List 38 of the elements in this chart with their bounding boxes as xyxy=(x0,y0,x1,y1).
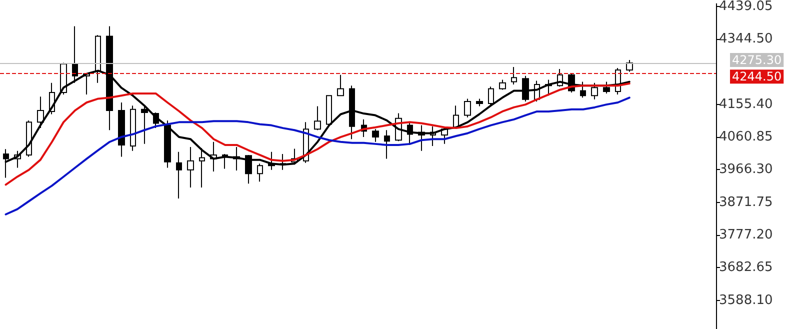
candlestick xyxy=(26,120,32,158)
candlestick xyxy=(522,75,529,102)
candlestick xyxy=(314,106,321,131)
candlestick xyxy=(418,124,425,152)
candlestick xyxy=(176,151,182,199)
candlestick xyxy=(141,105,148,144)
candlestick xyxy=(591,82,598,100)
candlestick xyxy=(488,86,494,106)
y-tick-label: 3871.75 xyxy=(719,194,773,210)
y-tick-label: 3966.30 xyxy=(719,162,773,178)
y-tick-label: 4344.50 xyxy=(719,32,773,47)
candlestick xyxy=(499,79,506,90)
ref-line-label: 4275.30 xyxy=(732,53,782,68)
candlestick xyxy=(384,130,390,160)
candlestick xyxy=(130,105,136,152)
y-tick-label: 4060.85 xyxy=(719,130,773,145)
y-tick-label: 3588.10 xyxy=(719,292,773,308)
candlestick xyxy=(476,98,483,107)
candlestick xyxy=(580,81,586,98)
y-tick-label: 4439.05 xyxy=(719,0,773,14)
candlestick xyxy=(337,74,344,96)
candlestick xyxy=(372,128,379,142)
candlestick xyxy=(187,146,194,188)
candlestick xyxy=(511,66,517,86)
candlestick xyxy=(349,85,355,140)
ref-line-label: 4244.50 xyxy=(732,70,782,84)
y-tick-label: 3682.65 xyxy=(719,260,773,276)
candlestick xyxy=(603,81,610,94)
candlestick xyxy=(257,163,263,182)
candlestick xyxy=(118,102,125,158)
line-series xyxy=(4,82,630,186)
candlestick xyxy=(464,98,471,118)
y-tick-label: 4155.40 xyxy=(719,96,773,112)
candlestick xyxy=(37,96,44,129)
y-tick-label: 3777.20 xyxy=(719,228,773,243)
candlestick xyxy=(326,95,332,126)
candlestick xyxy=(453,105,459,129)
line-series xyxy=(4,96,630,216)
